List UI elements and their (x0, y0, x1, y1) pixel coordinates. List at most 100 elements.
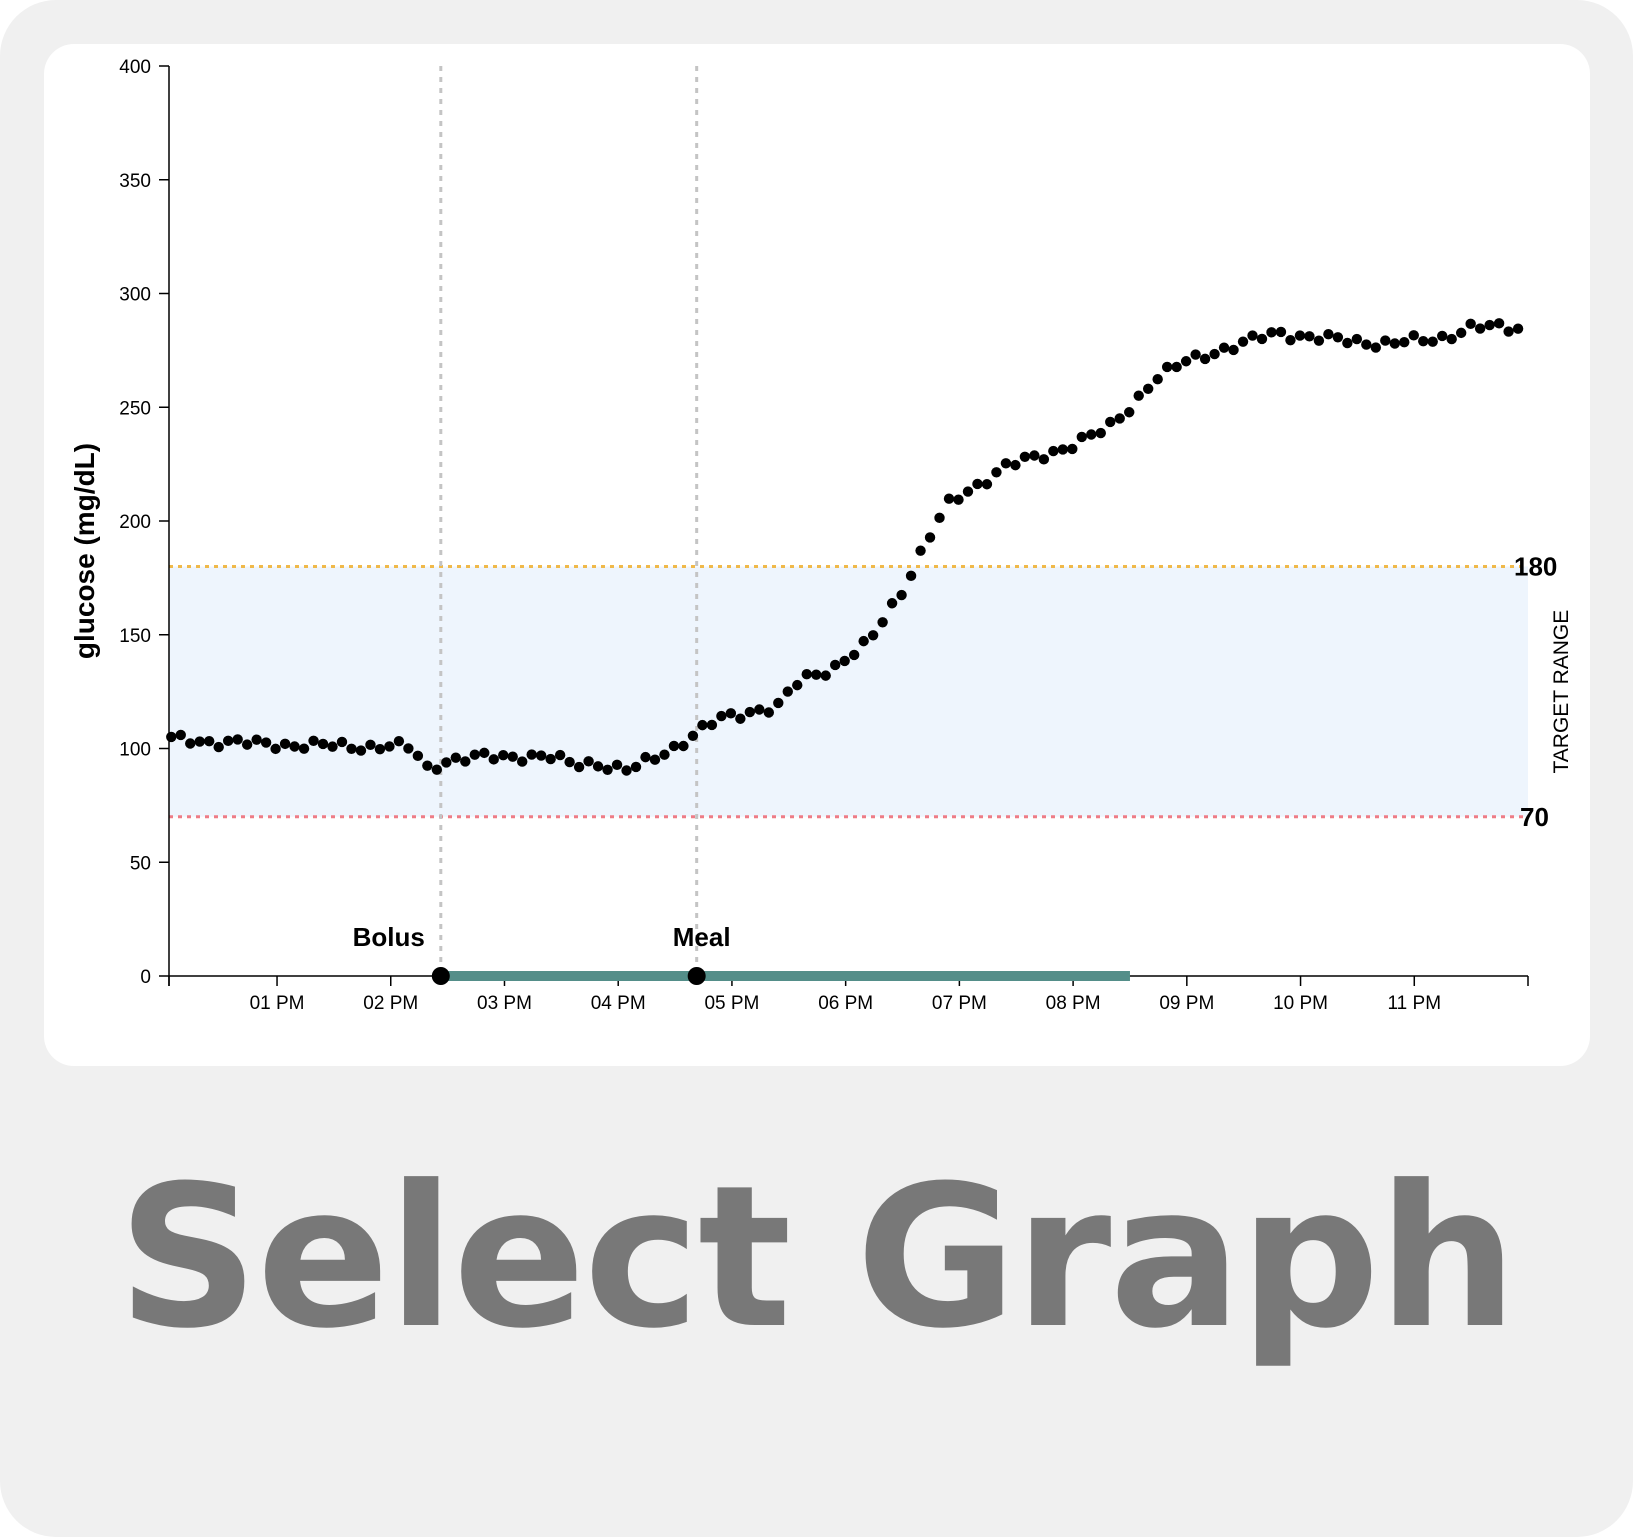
data-point (611, 759, 623, 771)
data-point (564, 756, 575, 768)
data-point (896, 589, 907, 601)
data-point (583, 756, 594, 767)
y-tick-label: 100 (119, 740, 151, 761)
x-tick-label: 05 PM (704, 993, 759, 1014)
data-point (336, 736, 348, 748)
data-point (403, 743, 414, 754)
data-point (479, 747, 490, 759)
data-point (194, 736, 205, 747)
data-point (1199, 353, 1211, 365)
selection-bar[interactable] (440, 971, 1130, 981)
data-point (535, 750, 547, 761)
data-point (867, 630, 879, 641)
data-point (545, 753, 556, 765)
data-point (517, 756, 528, 767)
data-point (204, 735, 215, 747)
data-point (1427, 336, 1438, 347)
data-point (1086, 429, 1097, 440)
caption-title: Select Graph (117, 1144, 1518, 1372)
data-point (1361, 339, 1372, 350)
event-label-meal: Meal (673, 922, 731, 952)
event-handle-meal[interactable] (687, 967, 706, 985)
data-point (185, 738, 196, 749)
data-point (811, 669, 822, 680)
data-point (877, 617, 888, 628)
y-tick-label: 0 (140, 967, 151, 988)
data-point (1418, 335, 1429, 347)
data-point (1000, 458, 1012, 469)
y-tick-label: 350 (119, 171, 151, 192)
data-point (801, 669, 812, 680)
data-point (1142, 383, 1154, 394)
data-point (1370, 342, 1382, 353)
data-point (507, 751, 518, 762)
data-point (1171, 361, 1182, 373)
data-point (962, 486, 974, 497)
data-point (773, 697, 784, 709)
x-tick-label: 04 PM (591, 993, 646, 1014)
data-point (1399, 336, 1410, 348)
y-axis-label: glucose (mg/dL) (69, 443, 100, 659)
data-point (924, 532, 936, 543)
data-point (659, 749, 670, 760)
data-point (241, 739, 253, 750)
data-point (1332, 332, 1344, 343)
data-point (1218, 342, 1230, 353)
data-point (1038, 454, 1050, 465)
data-point (1266, 327, 1277, 338)
data-point (1095, 427, 1106, 439)
data-point (943, 493, 955, 504)
x-tick-label: 10 PM (1273, 993, 1328, 1014)
data-point (678, 740, 689, 752)
data-point (1029, 450, 1040, 461)
data-point (460, 756, 471, 767)
target-range-band (169, 566, 1528, 817)
data-point (441, 757, 452, 768)
data-point (934, 512, 945, 524)
data-point (839, 655, 850, 667)
event-handle-bolus[interactable] (431, 967, 450, 985)
data-point (1114, 413, 1125, 424)
data-point (668, 740, 680, 752)
data-point (1484, 319, 1495, 331)
data-point (346, 743, 357, 754)
data-point (355, 745, 367, 756)
data-point (270, 743, 281, 755)
data-point (1408, 330, 1419, 341)
x-tick-label: 11 PM (1388, 993, 1442, 1014)
data-point (1228, 344, 1239, 356)
data-point (792, 679, 803, 691)
y-tick-label: 400 (119, 57, 151, 78)
y-tick-label: 50 (130, 853, 151, 874)
data-point (1512, 323, 1524, 334)
data-point (687, 730, 699, 741)
y-tick-label: 250 (119, 398, 151, 419)
low-threshold-label: 70 (1520, 802, 1549, 832)
target-range-label: TARGET RANGE (1550, 610, 1573, 774)
data-point (1019, 451, 1031, 462)
data-point (1275, 326, 1287, 338)
data-point (393, 735, 405, 747)
data-point (820, 670, 831, 681)
data-point (782, 686, 793, 697)
data-point (602, 764, 613, 775)
data-point (384, 741, 395, 752)
data-point (735, 713, 746, 724)
data-point (166, 731, 177, 743)
data-point (1152, 373, 1163, 385)
data-point (981, 479, 993, 490)
data-point (1323, 329, 1334, 340)
data-point (1010, 459, 1021, 471)
data-point (289, 741, 300, 752)
data-point (621, 765, 632, 776)
data-point (725, 708, 737, 719)
data-point (573, 761, 585, 773)
data-point (886, 598, 898, 609)
glucose-chart[interactable]: 180 70 TARGET RANGE 0 50 100 150 200 250 300 350 40… (44, 44, 1590, 1066)
data-point (1294, 330, 1306, 341)
data-point (1057, 444, 1069, 455)
data-point (526, 749, 537, 760)
data-point (1076, 431, 1087, 443)
data-point (260, 737, 272, 748)
